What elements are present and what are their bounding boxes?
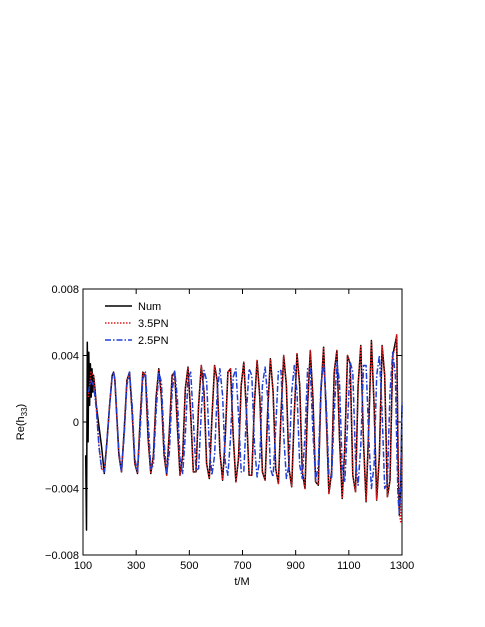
series-line-2-5pn (87, 351, 403, 515)
y-tick-label: 0.004 (51, 351, 79, 363)
legend-label: 2.5PN (138, 335, 169, 347)
y-axis-ticks: −0.008 −0.004 0 0.004 0.008 (45, 284, 402, 562)
x-axis-ticks: 100 300 500 700 900 1100 1300 (74, 289, 414, 572)
x-tick-label: 700 (233, 560, 251, 572)
x-tick-label: 1100 (337, 560, 361, 572)
x-axis-label: t/M (234, 576, 249, 588)
y-tick-label: −0.004 (45, 484, 79, 496)
legend: Num 3.5PN 2.5PN (105, 301, 169, 347)
x-tick-label: 1300 (390, 560, 414, 572)
legend-label: Num (138, 301, 161, 313)
legend-label: 3.5PN (138, 318, 169, 330)
x-tick-label: 500 (180, 560, 198, 572)
y-tick-label: −0.008 (45, 550, 79, 562)
x-tick-label: 300 (127, 560, 145, 572)
y-axis-label: Re(h33) (15, 404, 29, 440)
y-axis-label-subscript: 33 (20, 407, 29, 416)
x-tick-label: 100 (74, 560, 92, 572)
y-axis-label-close: ) (15, 404, 27, 408)
y-tick-label: 0.008 (51, 284, 79, 296)
y-axis-label-main: Re(h (15, 416, 27, 440)
series-layer (84, 333, 403, 531)
x-tick-label: 900 (286, 560, 304, 572)
y-tick-label: 0 (73, 417, 79, 429)
